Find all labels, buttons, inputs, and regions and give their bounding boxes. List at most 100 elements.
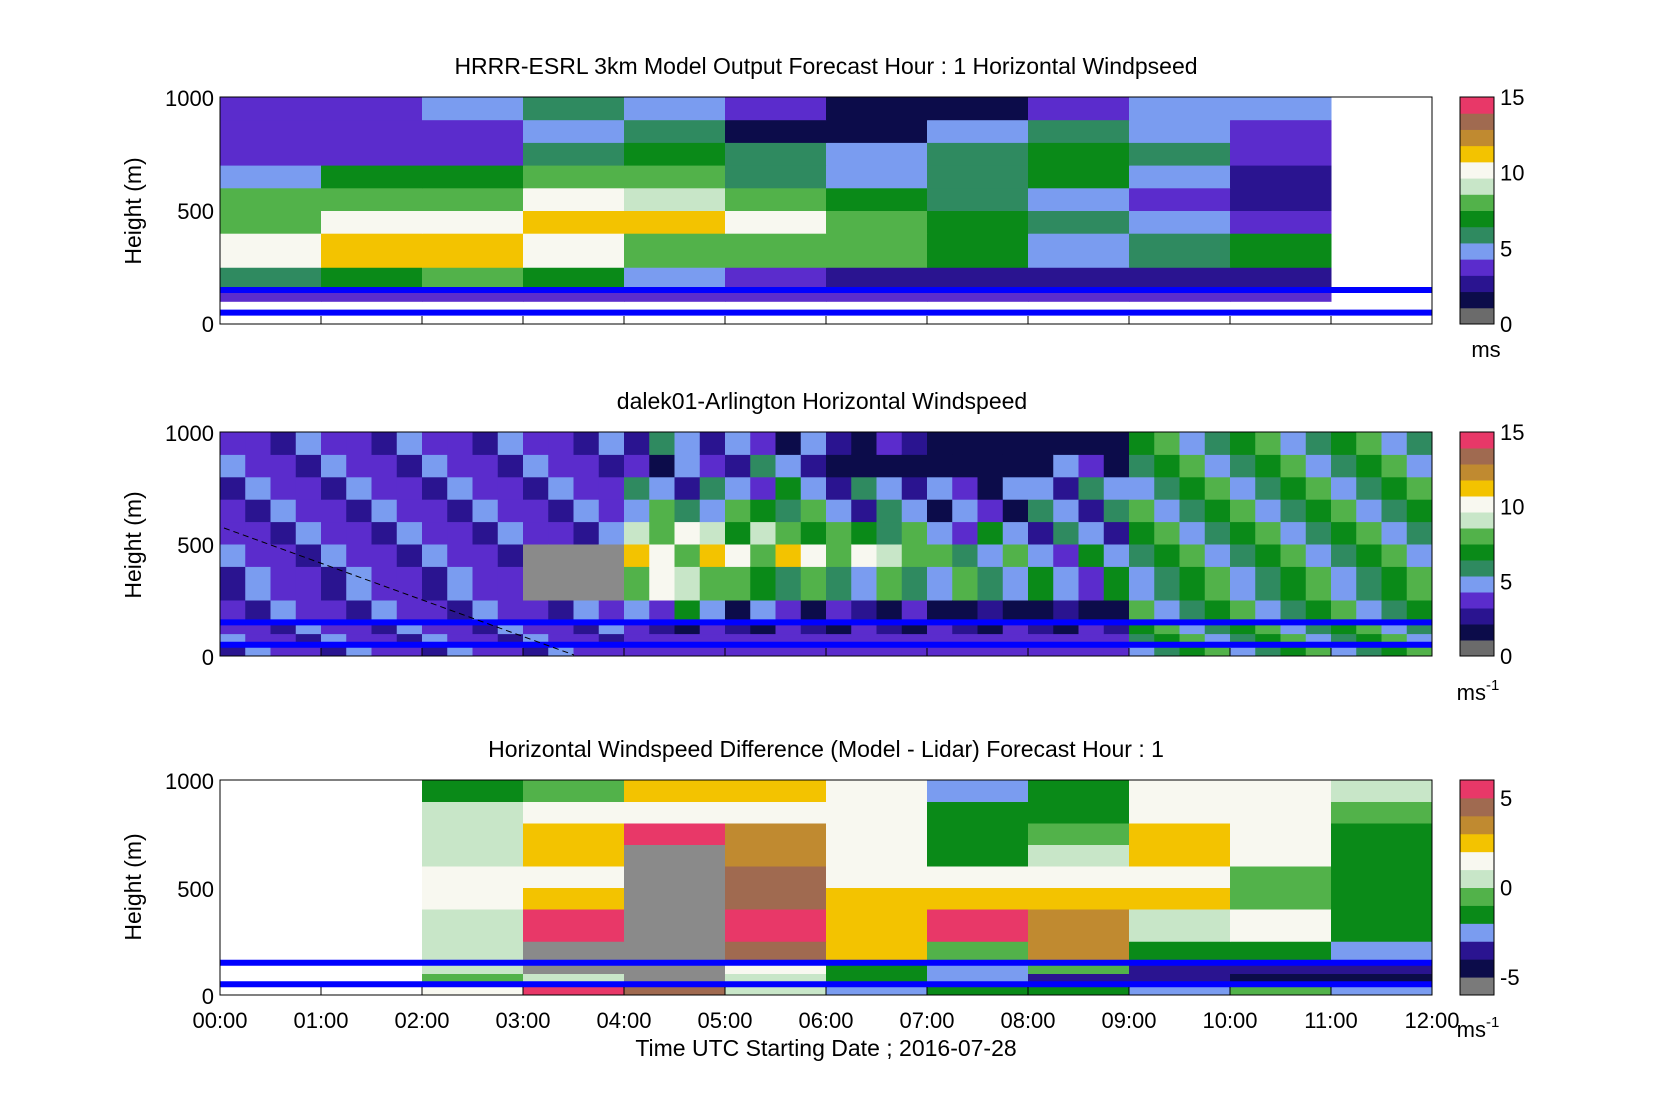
heatmap-cell <box>1381 544 1408 567</box>
heatmap-cell <box>649 521 675 545</box>
heatmap-cell <box>624 499 650 523</box>
colorbar-swatch <box>1460 226 1494 244</box>
heatmap-cell <box>1103 476 1130 500</box>
heatmap-cell <box>270 476 297 500</box>
heatmap-cell <box>270 432 297 455</box>
heatmap-cell <box>245 644 271 657</box>
heatmap-cell <box>826 823 928 845</box>
heatmap-cell <box>649 644 675 657</box>
heatmap-cell <box>775 633 802 646</box>
heatmap-cell <box>927 622 953 635</box>
heatmap-cell <box>826 142 928 166</box>
heatmap-cell <box>1280 544 1307 567</box>
heatmap-cell <box>422 499 448 523</box>
heatmap-cell <box>851 432 877 455</box>
heatmap-cell <box>1028 962 1130 974</box>
heatmap-cell <box>624 801 726 824</box>
heatmap-cell <box>1255 454 1281 478</box>
heatmap-cell <box>1356 644 1382 657</box>
heatmap-cell <box>346 454 372 478</box>
heatmap-cell <box>523 97 625 121</box>
heatmap-cell <box>624 622 650 635</box>
x-tick-label: 07:00 <box>899 1008 954 1033</box>
heatmap-cell <box>1280 600 1307 623</box>
heatmap-cell <box>270 600 297 623</box>
heatmap-cell <box>220 566 246 601</box>
heatmap-cell <box>649 544 675 567</box>
heatmap-cell <box>1129 142 1231 166</box>
heatmap-cell <box>725 454 751 478</box>
heatmap-cell <box>270 454 297 478</box>
heatmap-cell <box>977 633 1004 646</box>
heatmap-cell <box>270 521 297 545</box>
heatmap-cell <box>270 544 297 567</box>
heatmap-cell <box>1230 165 1332 189</box>
heatmap-cell <box>1204 544 1231 567</box>
heatmap-cell <box>1129 962 1231 974</box>
heatmap-cell <box>649 476 675 500</box>
heatmap-cell <box>1230 267 1332 291</box>
heatmap-cell <box>977 499 1004 523</box>
heatmap-cell <box>598 432 625 455</box>
heatmap-cell <box>927 566 953 601</box>
heatmap-cell <box>1028 476 1054 500</box>
heatmap-cell <box>1053 566 1079 601</box>
heatmap-cell <box>1129 909 1231 942</box>
heatmap-cell <box>927 233 1029 268</box>
x-tick-label: 08:00 <box>1000 1008 1055 1033</box>
heatmap-cell <box>977 476 1004 500</box>
heatmap-cell <box>1028 984 1130 996</box>
panel-lidar-colorbar-unit: ms-1 <box>1457 677 1500 705</box>
panel-lidar-heatmap <box>220 432 1433 657</box>
heatmap-cell <box>1129 600 1155 623</box>
heatmap-cell <box>674 622 701 635</box>
heatmap-cell <box>548 633 574 646</box>
heatmap-cell <box>674 454 701 478</box>
heatmap-cell <box>548 644 574 657</box>
heatmap-cell <box>725 887 827 910</box>
heatmap-cell <box>674 644 701 657</box>
x-tick-label: 02:00 <box>394 1008 449 1033</box>
heatmap-cell <box>1255 499 1281 523</box>
heatmap-cell <box>800 644 827 657</box>
heatmap-cell <box>1331 499 1357 523</box>
heatmap-cell <box>876 566 903 601</box>
colorbar-swatch <box>1460 97 1494 114</box>
heatmap-cell <box>1230 142 1332 166</box>
heatmap-cell <box>977 622 1004 635</box>
heatmap-cell <box>523 823 625 845</box>
heatmap-cell <box>422 622 448 635</box>
heatmap-cell <box>1230 644 1256 657</box>
heatmap-cell <box>321 566 347 601</box>
heatmap-cell <box>472 544 499 567</box>
heatmap-cell <box>1230 119 1332 143</box>
colorbar-swatch <box>1460 496 1494 513</box>
heatmap-cell <box>826 521 852 545</box>
heatmap-cell <box>750 476 776 500</box>
heatmap-cell <box>1331 521 1357 545</box>
heatmap-cell <box>1280 432 1307 455</box>
heatmap-cell <box>472 566 499 601</box>
heatmap-cell <box>422 600 448 623</box>
heatmap-cell <box>1002 521 1029 545</box>
heatmap-cell <box>952 600 978 623</box>
heatmap-cell <box>220 97 322 121</box>
heatmap-cell <box>624 454 650 478</box>
heatmap-cell <box>1280 521 1307 545</box>
heatmap-cell <box>1053 521 1079 545</box>
heatmap-cell <box>1028 887 1130 910</box>
heatmap-cell <box>1129 210 1231 234</box>
panel-difference: Horizontal Windspeed Difference (Model -… <box>120 736 1520 1042</box>
heatmap-cell <box>901 544 928 567</box>
colorbar-frame <box>1459 431 1495 657</box>
heatmap-cell <box>624 521 650 545</box>
heatmap-cell <box>1230 780 1332 802</box>
heatmap-cell <box>573 454 600 478</box>
heatmap-cell <box>1103 544 1130 567</box>
colorbar-tick-label: 10 <box>1500 495 1524 520</box>
heatmap-cell <box>1154 644 1180 657</box>
heatmap-cell <box>725 210 827 234</box>
heatmap-cell <box>952 566 978 601</box>
panel-model-ytick-1000: 1000 <box>165 86 214 111</box>
heatmap-cell <box>220 644 246 657</box>
